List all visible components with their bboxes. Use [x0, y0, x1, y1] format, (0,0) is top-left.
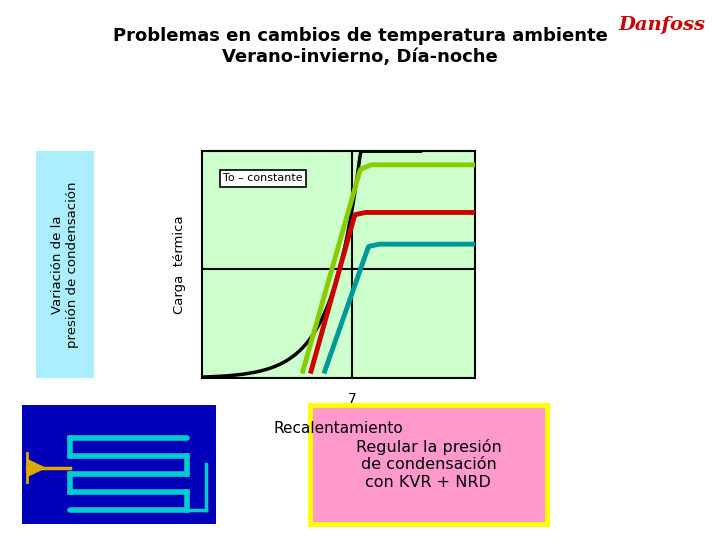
Polygon shape — [27, 460, 45, 476]
Text: 7: 7 — [348, 392, 356, 406]
Text: Carga  térmica: Carga térmica — [174, 215, 186, 314]
Text: Recalentamiento: Recalentamiento — [274, 421, 403, 436]
Text: To – constante: To – constante — [223, 173, 303, 184]
Text: Variación de la
presión de condensación: Variación de la presión de condensación — [51, 181, 78, 348]
Text: Danfoss: Danfoss — [619, 16, 706, 34]
Text: Problemas en cambios de temperatura ambiente
Verano-invierno, Día-noche: Problemas en cambios de temperatura ambi… — [112, 27, 608, 66]
Text: Regular la presión
de condensación
con KVR + NRD: Regular la presión de condensación con K… — [356, 439, 501, 490]
